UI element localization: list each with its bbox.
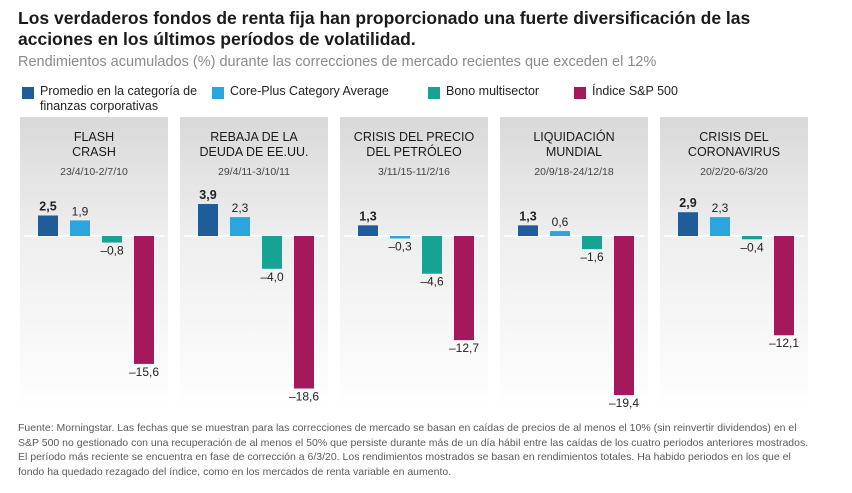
bar-1 [518, 225, 538, 236]
legend-label: Core-Plus Category Average [230, 84, 389, 98]
bar-2 [390, 236, 410, 239]
bar-2 [710, 217, 730, 236]
legend-swatch [212, 87, 224, 99]
bar-3 [262, 236, 282, 269]
bar-4 [134, 236, 154, 364]
legend-swatch [574, 87, 586, 99]
data-label: –12,7 [449, 341, 479, 355]
bar-4 [294, 236, 314, 389]
data-label: –15,6 [129, 365, 159, 379]
legend-label: Bono multisector [446, 84, 540, 98]
panel-dates: 3/11/15-11/2/16 [378, 166, 450, 178]
data-label: –4,6 [420, 275, 444, 289]
panel-title-line: DEUDA DE EE.UU. [199, 145, 308, 159]
panel-title-line: CRASH [72, 145, 116, 159]
data-label: –4,0 [260, 270, 284, 284]
panel-title-line: CRISIS DEL PRECIO [354, 130, 475, 144]
bar-2 [230, 217, 250, 236]
data-label: –19,4 [609, 396, 639, 410]
chart-title: Los verdaderos fondos de renta fija han … [18, 8, 751, 49]
legend-label: Índice S&P 500 [592, 84, 678, 98]
bar-3 [742, 236, 762, 240]
panel-title-line: LIQUIDACIÓN [533, 129, 614, 144]
data-label: 2,5 [39, 200, 56, 214]
data-label: 2,9 [679, 196, 696, 210]
data-label: 1,3 [519, 209, 536, 223]
bar-1 [678, 212, 698, 236]
data-label: 2,3 [232, 201, 249, 215]
bar-1 [38, 215, 58, 236]
bar-1 [358, 225, 378, 236]
panel-title-line: MUNDIAL [546, 145, 602, 159]
panel-dates: 20/9/18-24/12/18 [534, 166, 614, 178]
data-label: 0,6 [552, 215, 569, 229]
panel-title-line: REBAJA DE LA [210, 130, 298, 144]
bar-4 [614, 236, 634, 396]
bar-1 [198, 204, 218, 236]
bar-2 [550, 231, 570, 236]
panel-dates: 23/4/10-2/7/10 [60, 166, 128, 178]
data-label: –0,4 [740, 240, 764, 254]
bar-3 [102, 236, 122, 243]
legend-label: Promedio en la categoría de finanzas cor… [40, 84, 198, 113]
data-label: –0,8 [100, 244, 124, 258]
data-label: 1,3 [359, 209, 376, 223]
legend-swatch [428, 87, 440, 99]
data-label: –12,1 [769, 336, 799, 350]
legend-swatch [22, 87, 34, 99]
data-label: 1,9 [72, 204, 89, 218]
panel-dates: 20/2/20-6/3/20 [700, 166, 768, 178]
panel-title-line: CRISIS DEL [699, 130, 769, 144]
bar-3 [422, 236, 442, 274]
panel-title-line: DEL PETRÓLEO [366, 144, 462, 159]
panel-dates: 29/4/11-3/10/11 [218, 166, 290, 178]
data-label: 3,9 [199, 188, 216, 202]
bar-3 [582, 236, 602, 250]
bar-4 [454, 236, 474, 341]
bar-2 [70, 220, 90, 236]
panel-title-line: FLASH [74, 130, 114, 144]
bar-4 [774, 236, 794, 336]
data-label: –18,6 [289, 390, 319, 404]
data-label: –0,3 [388, 239, 412, 253]
panel-title-line: CORONAVIRUS [688, 145, 780, 159]
footnote: Fuente: Morningstar. Las fechas que se m… [18, 422, 809, 478]
chart-subtitle: Rendimientos acumulados (%) durante las … [18, 54, 657, 70]
data-label: –1,6 [580, 250, 604, 264]
data-label: 2,3 [712, 201, 729, 215]
